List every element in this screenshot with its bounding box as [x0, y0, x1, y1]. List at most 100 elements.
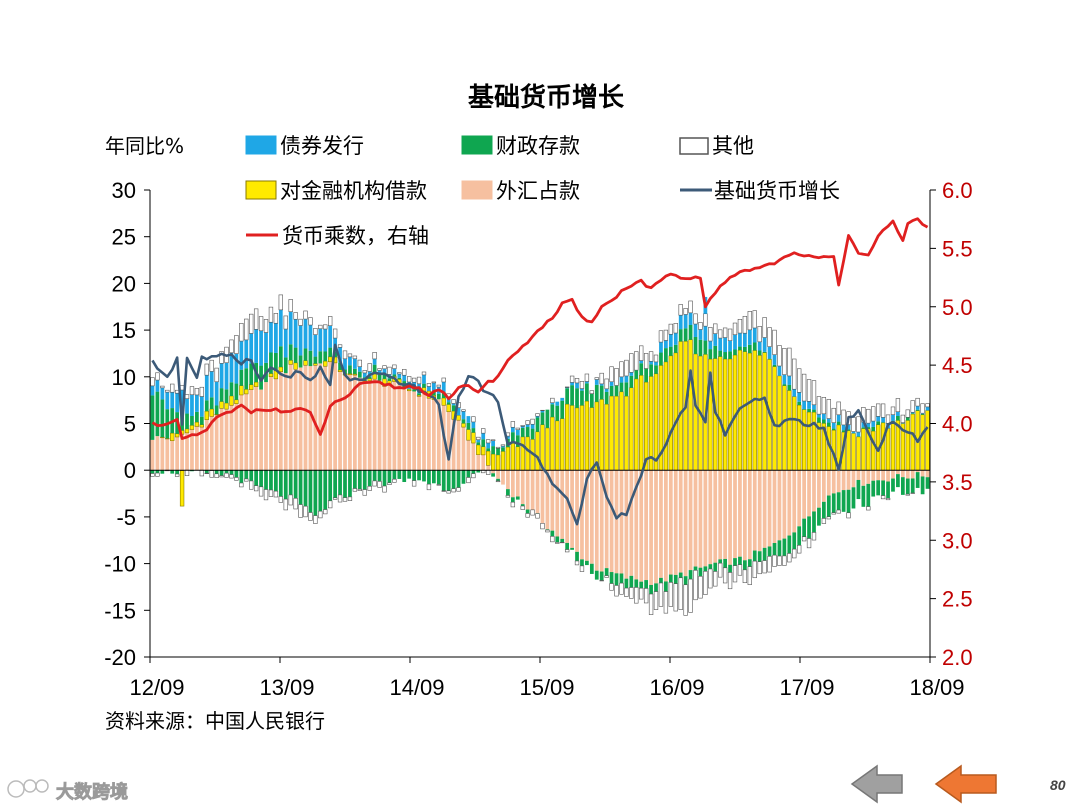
- bar-segment-bond: [338, 347, 342, 363]
- bar-segment-fiscal: [836, 492, 841, 511]
- bar-segment-bond: [896, 411, 900, 416]
- bar-stack: [856, 416, 861, 500]
- bar-segment-bond: [570, 382, 574, 386]
- bar-segment-fiscal: [728, 351, 732, 359]
- bar-segment-other: [614, 585, 619, 597]
- bar-segment-fiscal: [466, 470, 471, 478]
- bar-segment-fiscal: [323, 470, 328, 510]
- bar-segment-fx: [530, 470, 535, 510]
- bar-stack: [461, 409, 466, 484]
- bar-segment-bond: [772, 354, 777, 365]
- bar-segment-fx: [673, 470, 678, 575]
- bar-segment-loan: [579, 405, 585, 471]
- bar-segment-bond: [807, 401, 811, 409]
- bar-segment-other: [688, 300, 693, 314]
- bar-segment-loan: [668, 355, 673, 471]
- bar-segment-other: [249, 313, 254, 334]
- bar-segment-fiscal: [772, 543, 777, 556]
- bar-stack: [594, 377, 599, 580]
- bar-stack: [209, 359, 214, 478]
- bar-segment-loan: [303, 360, 308, 366]
- bar-segment-other: [658, 582, 664, 607]
- y2-tick-label: 4.5: [942, 353, 973, 378]
- bar-segment-other: [258, 316, 264, 332]
- bar-segment-loan: [693, 353, 698, 471]
- bar-segment-fiscal: [510, 432, 515, 443]
- bar-segment-loan: [209, 408, 214, 417]
- bar-segment-fiscal: [150, 470, 155, 474]
- bar-segment-bond: [357, 366, 362, 372]
- bar-segment-fiscal: [812, 409, 816, 413]
- bar-segment-fiscal: [723, 352, 727, 359]
- bar-segment-bond: [925, 406, 930, 411]
- bar-stack: [397, 372, 402, 479]
- bar-segment-fiscal: [619, 382, 624, 392]
- bar-segment-fx: [693, 470, 698, 567]
- bar-segment-loan: [609, 395, 614, 471]
- bar-stack: [273, 313, 279, 498]
- bar-segment-loan: [323, 360, 328, 367]
- bar-segment-bond: [659, 342, 663, 353]
- bar-stack: [500, 444, 506, 485]
- bar-segment-bond: [264, 332, 268, 363]
- bar-segment-fx: [594, 470, 599, 571]
- bar-segment-fx: [362, 382, 367, 471]
- bar-segment-bond: [402, 375, 407, 382]
- bar-segment-bond: [891, 414, 895, 421]
- bar-segment-fx: [886, 470, 890, 482]
- bar-stack: [328, 316, 333, 509]
- bar-segment-other: [194, 388, 200, 396]
- bar-segment-fiscal: [723, 558, 727, 568]
- bar-stack: [737, 319, 743, 576]
- bar-segment-other: [663, 329, 669, 341]
- bar-segment-loan: [569, 405, 575, 471]
- bar-segment-fiscal: [254, 470, 259, 486]
- bar-segment-fiscal: [259, 470, 263, 487]
- bar-segment-loan: [234, 399, 239, 404]
- bar-segment-bond: [471, 421, 476, 429]
- bar-stack: [693, 313, 698, 601]
- bar-segment-fx: [471, 443, 476, 471]
- bar-segment-other: [713, 571, 718, 587]
- bar-segment-other: [525, 420, 530, 425]
- bar-segment-other: [155, 372, 160, 381]
- bar-segment-bond: [313, 334, 318, 357]
- bar-segment-other: [727, 328, 733, 341]
- bar-segment-fiscal: [288, 470, 293, 495]
- bar-segment-loan: [846, 430, 851, 471]
- bar-segment-fx: [313, 365, 318, 471]
- bar-segment-fiscal: [367, 470, 372, 487]
- bar-segment-other: [268, 489, 274, 497]
- bar-segment-fx: [807, 470, 811, 517]
- bar-segment-fiscal: [881, 480, 885, 496]
- bar-segment-fiscal: [871, 426, 876, 432]
- bar-segment-other: [757, 561, 762, 575]
- bar-segment-other: [263, 489, 269, 501]
- y2-tick-label: 3.0: [942, 528, 973, 553]
- back-arrow-button[interactable]: [850, 764, 903, 804]
- bar-segment-other: [224, 472, 229, 478]
- bar-segment-other: [797, 545, 802, 554]
- legend-label-fx: 外汇占款: [496, 179, 580, 203]
- bar-stack: [604, 378, 609, 578]
- legend: 债券发行 财政存款 其他 对金融机构借款 外汇占款 基础货币增长 货币乘数，右轴: [245, 134, 840, 248]
- bar-segment-fx: [733, 470, 737, 559]
- bar-segment-fiscal: [219, 470, 224, 476]
- bar-segment-fiscal: [525, 509, 530, 514]
- bar-segment-fx: [797, 470, 802, 527]
- x-tick-label: 13/09: [259, 675, 314, 700]
- bar-segment-bond: [456, 407, 461, 416]
- bar-segment-other: [594, 377, 599, 380]
- y-tick-label: 20: [112, 271, 136, 296]
- bar-segment-fx: [496, 470, 500, 479]
- forward-arrow-button[interactable]: [934, 764, 997, 804]
- bar-segment-bond: [594, 379, 599, 385]
- bar-segment-loan: [856, 436, 861, 471]
- bar-segment-other: [772, 329, 777, 355]
- bar-segment-fiscal: [392, 374, 397, 377]
- bar-segment-fiscal: [910, 413, 915, 415]
- bar-segment-other: [836, 401, 841, 416]
- bar-segment-fiscal: [209, 397, 214, 410]
- bar-segment-fx: [703, 470, 708, 567]
- bar-segment-bond: [866, 423, 871, 428]
